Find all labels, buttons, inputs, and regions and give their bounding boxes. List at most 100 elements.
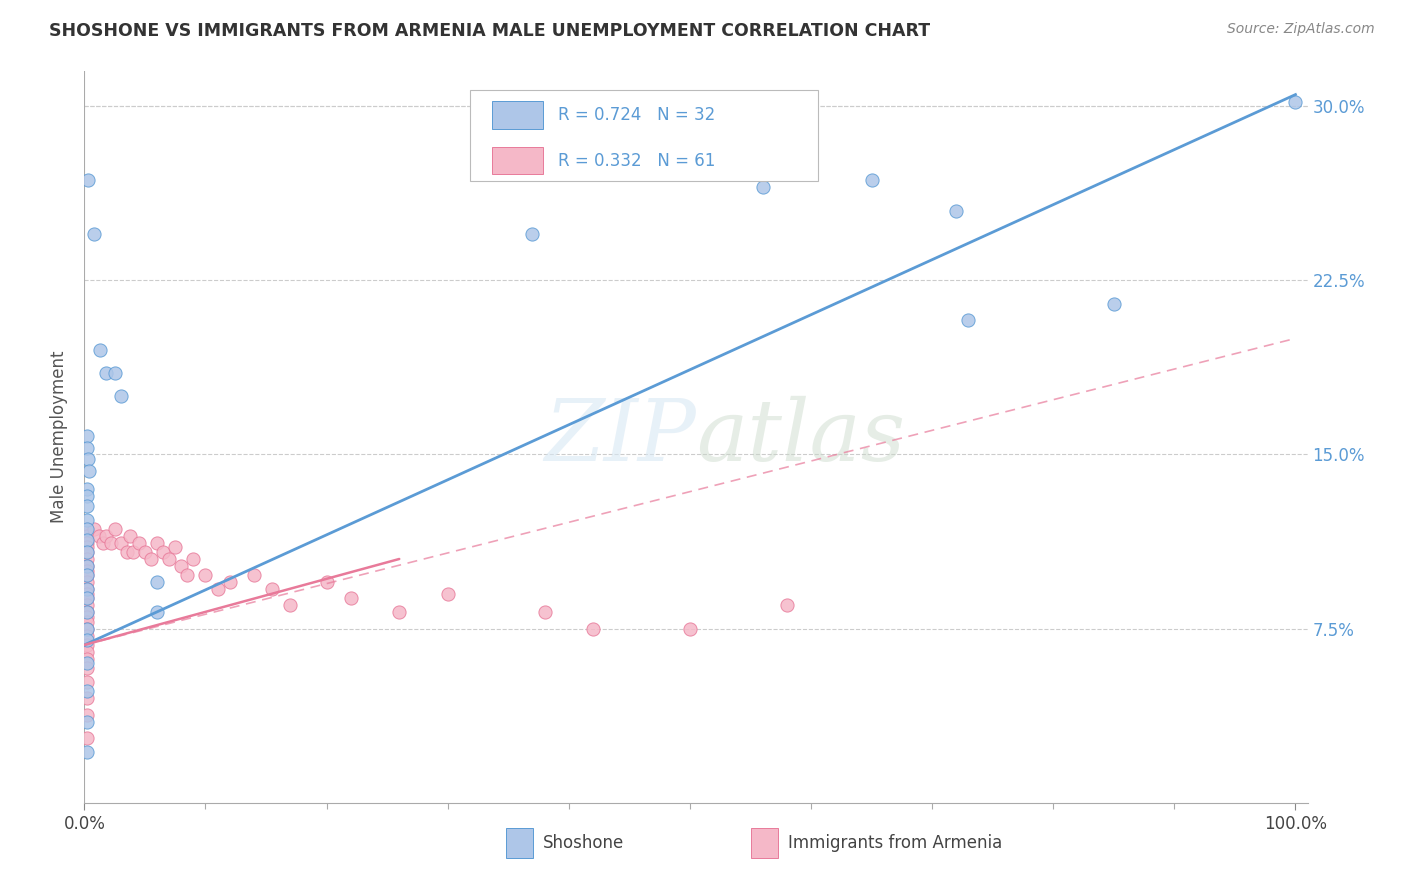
Point (218, 575, 240, 590)
Point (115, 545, 138, 559)
Point (76, 499, 98, 513)
Point (146, 535, 169, 549)
Point (76, 568, 98, 582)
Point (436, 587, 458, 601)
Point (278, 599, 301, 613)
Text: Immigrants from Armenia: Immigrants from Armenia (787, 834, 1002, 852)
Point (76, 535, 98, 549)
Point (96, 529, 118, 543)
Text: Shoshone: Shoshone (543, 834, 624, 852)
Point (262, 582, 284, 597)
Point (76, 629, 98, 643)
Point (110, 389, 132, 403)
Point (76, 606, 98, 620)
Point (76, 429, 98, 443)
Point (104, 522, 127, 536)
Point (388, 606, 411, 620)
Text: atlas: atlas (696, 396, 905, 478)
Point (183, 552, 205, 566)
Point (679, 622, 702, 636)
Point (76, 684, 98, 698)
Point (76, 552, 98, 566)
Text: Source: ZipAtlas.com: Source: ZipAtlas.com (1227, 22, 1375, 37)
Point (76, 575, 98, 590)
Point (165, 541, 187, 555)
Point (76, 489, 98, 503)
Point (170, 558, 193, 573)
Point (76, 591, 98, 606)
Point (76, 522, 98, 536)
Point (207, 582, 229, 597)
Point (194, 568, 217, 582)
Point (76, 675, 98, 690)
Point (76, 512, 98, 526)
Point (139, 552, 162, 566)
Point (776, 599, 799, 613)
Point (860, 173, 883, 187)
Point (76, 483, 98, 497)
Text: SHOSHONE VS IMMIGRANTS FROM ARMENIA MALE UNEMPLOYMENT CORRELATION CHART: SHOSHONE VS IMMIGRANTS FROM ARMENIA MALE… (49, 22, 931, 40)
Point (76, 545, 98, 559)
Point (1284, 95, 1306, 109)
FancyBboxPatch shape (470, 90, 818, 181)
Point (134, 545, 156, 559)
Point (83, 522, 105, 536)
Point (76, 541, 98, 555)
Point (100, 535, 122, 549)
Bar (506, 829, 533, 858)
Point (76, 745, 98, 759)
Point (152, 545, 174, 559)
Point (340, 591, 363, 606)
Point (110, 535, 132, 549)
Point (176, 568, 198, 582)
Point (96, 366, 118, 380)
Point (76, 591, 98, 606)
Point (1102, 296, 1125, 310)
Point (751, 180, 773, 194)
Point (945, 203, 967, 218)
Point (77, 452, 100, 467)
Point (76, 522, 98, 536)
Point (128, 535, 150, 549)
Point (76, 652, 98, 666)
Point (146, 606, 169, 620)
Point (243, 568, 266, 582)
Point (76, 441, 98, 455)
Point (76, 638, 98, 652)
Point (533, 606, 555, 620)
Point (91, 535, 114, 549)
Point (76, 645, 98, 659)
Point (76, 564, 98, 578)
Point (76, 731, 98, 745)
Point (76, 657, 98, 671)
Point (77, 464, 100, 478)
Point (76, 568, 98, 582)
Y-axis label: Male Unemployment: Male Unemployment (51, 351, 69, 524)
Point (121, 545, 143, 559)
Point (76, 558, 98, 573)
Point (146, 575, 169, 590)
Point (76, 558, 98, 573)
Point (76, 610, 98, 624)
Point (87, 529, 110, 543)
Point (120, 529, 142, 543)
Point (582, 622, 605, 636)
Text: ZIP: ZIP (544, 396, 696, 478)
Point (76, 714, 98, 729)
Point (76, 622, 98, 636)
Point (76, 615, 98, 629)
Point (157, 552, 180, 566)
Point (89, 343, 111, 357)
Text: R = 0.332   N = 61: R = 0.332 N = 61 (558, 152, 716, 169)
Bar (492, 101, 543, 128)
Point (76, 606, 98, 620)
Point (104, 366, 127, 380)
Point (76, 622, 98, 636)
Point (76, 707, 98, 722)
Bar (751, 829, 778, 858)
Point (522, 227, 544, 241)
Point (76, 582, 98, 597)
Bar (492, 146, 543, 175)
Point (76, 691, 98, 706)
Point (76, 661, 98, 675)
